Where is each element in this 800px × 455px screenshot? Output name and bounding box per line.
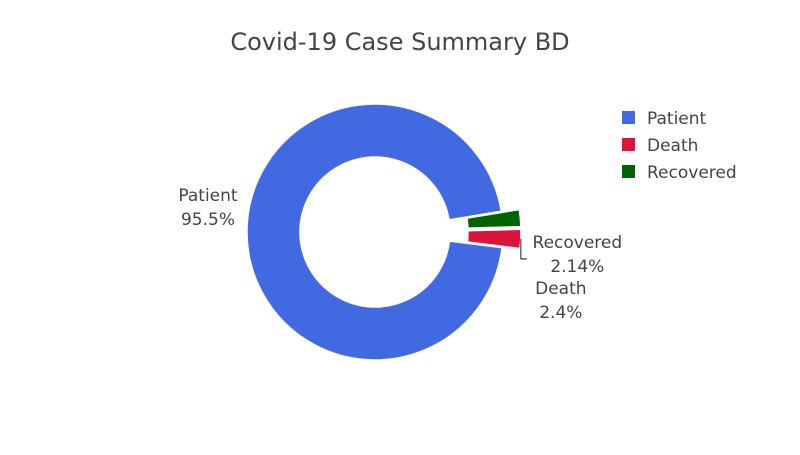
labels-layer: Patient 95.5% Recovered 2.14%Death 2.4% bbox=[178, 186, 622, 323]
slice-label-patient: Patient 95.5% bbox=[178, 186, 238, 230]
slice-patient[interactable] bbox=[246, 103, 503, 361]
legend-label-death[interactable]: Death bbox=[647, 136, 698, 156]
chart-title: Covid-19 Case Summary BD bbox=[230, 28, 569, 56]
legend-label-patient[interactable]: Patient bbox=[647, 109, 707, 129]
legend-label-recovered[interactable]: Recovered bbox=[647, 163, 737, 183]
slice-label-death: Death 2.4% bbox=[535, 279, 586, 323]
slice-label-recovered: Recovered 2.14% bbox=[533, 233, 623, 277]
legend[interactable]: Patient Death Recovered bbox=[622, 109, 737, 183]
legend-swatch-recovered[interactable] bbox=[622, 165, 635, 178]
legend-swatch-patient[interactable] bbox=[622, 111, 635, 124]
slice-recovered[interactable] bbox=[466, 208, 522, 229]
slices-layer bbox=[246, 103, 522, 361]
slice-death[interactable] bbox=[466, 228, 522, 250]
leader-line-death bbox=[520, 238, 527, 260]
legend-swatch-death[interactable] bbox=[622, 138, 635, 151]
